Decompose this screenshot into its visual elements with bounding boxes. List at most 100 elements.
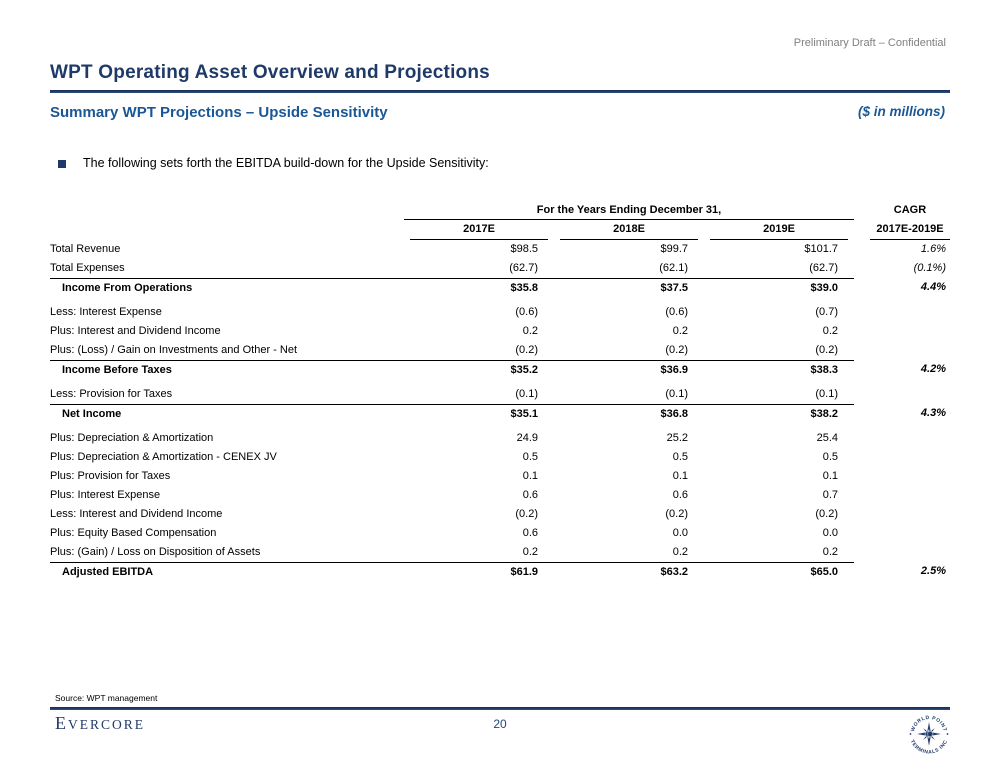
table-row: Less: Provision for Taxes (0.1) (0.1) (0… (50, 385, 950, 404)
row-label: Plus: Depreciation & Amortization (50, 432, 214, 444)
table-row: Total Revenue $98.5 $99.7 $101.7 1.6% (50, 240, 950, 259)
table-row: Plus: Equity Based Compensation 0.6 0.0 … (50, 524, 950, 543)
row-label: Less: Provision for Taxes (50, 388, 173, 400)
value-2017e: 0.2 (522, 325, 538, 337)
table-row: Plus: Interest Expense 0.6 0.6 0.7 (50, 486, 950, 505)
value-2019e: 0.5 (822, 451, 838, 463)
value-2018e: (62.1) (659, 262, 688, 274)
table-row: Income From Operations $35.8 $37.5 $39.0… (50, 278, 950, 297)
value-cagr (870, 505, 950, 524)
value-cagr: 1.6% (920, 243, 946, 255)
value-2018e: (0.2) (665, 508, 688, 520)
value-cagr (870, 341, 950, 360)
year-header-2018e: 2018E (554, 220, 704, 240)
column-spacer (854, 404, 870, 423)
years-group-header: For the Years Ending December 31, (404, 203, 854, 220)
value-cagr (870, 467, 950, 486)
row-label: Less: Interest and Dividend Income (50, 508, 223, 520)
column-spacer (854, 259, 870, 278)
column-spacer (854, 562, 870, 581)
value-2017e: $35.1 (404, 404, 554, 423)
value-2017e: 0.6 (522, 489, 538, 501)
table-row: Less: Interest and Dividend Income (0.2)… (50, 505, 950, 524)
value-2018e: 0.5 (672, 451, 688, 463)
value-2017e: 0.5 (522, 451, 538, 463)
table-row: Plus: Depreciation & Amortization 24.9 2… (50, 429, 950, 448)
table-row: Total Expenses (62.7) (62.1) (62.7) (0.1… (50, 259, 950, 278)
table-body: Total Revenue $98.5 $99.7 $101.7 1.6% To… (50, 240, 950, 581)
column-spacer (854, 448, 870, 467)
column-spacer (854, 467, 870, 486)
value-cagr: (0.1%) (913, 262, 946, 274)
value-2017e: 24.9 (516, 432, 538, 444)
value-2019e: (0.2) (815, 344, 838, 356)
value-2017e: (0.2) (515, 344, 538, 356)
table-row: Plus: Provision for Taxes 0.1 0.1 0.1 (50, 467, 950, 486)
table-row: Less: Interest Expense (0.6) (0.6) (0.7) (50, 303, 950, 322)
table-header-group-row: For the Years Ending December 31, CAGR (50, 203, 950, 220)
table-row: Income Before Taxes $35.2 $36.9 $38.3 4.… (50, 360, 950, 379)
column-spacer (854, 360, 870, 379)
row-label: Plus: Interest and Dividend Income (50, 325, 221, 337)
value-cagr: 4.4% (920, 281, 946, 293)
value-2018e: (0.2) (665, 344, 688, 356)
value-cagr (870, 303, 950, 322)
table-row: Net Income $35.1 $36.8 $38.2 4.3% (50, 404, 950, 423)
year-header-2017e: 2017E (404, 220, 554, 240)
column-spacer (854, 385, 870, 404)
value-2019e: 0.2 (822, 325, 838, 337)
column-spacer (854, 524, 870, 543)
table-row: Plus: (Gain) / Loss on Disposition of As… (50, 543, 950, 562)
value-2019e: 0.2 (822, 546, 838, 558)
bullet-square-icon (58, 160, 66, 168)
value-2019e: (0.2) (815, 508, 838, 520)
bullet-row: The following sets forth the EBITDA buil… (58, 156, 489, 170)
value-2018e: 0.2 (672, 546, 688, 558)
value-2019e: $38.3 (704, 360, 854, 379)
row-label: Adjusted EBITDA (50, 562, 404, 581)
row-label: Plus: Provision for Taxes (50, 470, 171, 482)
value-2018e: 0.0 (672, 527, 688, 539)
projections-table: For the Years Ending December 31, CAGR 2… (50, 203, 950, 581)
page-title: WPT Operating Asset Overview and Project… (50, 62, 490, 83)
value-2019e: $39.0 (704, 278, 854, 297)
value-2018e: $37.5 (554, 278, 704, 297)
value-cagr (870, 322, 950, 341)
value-2017e: $35.8 (404, 278, 554, 297)
table-row: Plus: (Loss) / Gain on Investments and O… (50, 341, 950, 360)
column-spacer (854, 240, 870, 259)
world-point-terminals-seal-icon: WORLD POINT TERMINALS INC (909, 715, 949, 756)
cagr-header: CAGR (893, 204, 927, 216)
units-note: ($ in millions) (857, 104, 945, 119)
cagr-range-header: 2017E-2019E (870, 220, 950, 240)
column-spacer (854, 505, 870, 524)
value-2019e: 0.0 (822, 527, 838, 539)
column-spacer (854, 486, 870, 505)
value-cagr: 4.2% (920, 363, 946, 375)
value-2018e: $36.8 (554, 404, 704, 423)
table-row: Plus: Interest and Dividend Income 0.2 0… (50, 322, 950, 341)
value-2019e: 25.4 (816, 432, 838, 444)
confidentiality-watermark: Preliminary Draft – Confidential (793, 37, 946, 49)
column-spacer (854, 341, 870, 360)
table-header-year-row: 2017E 2018E 2019E 2017E-2019E (50, 220, 950, 240)
column-spacer (854, 278, 870, 297)
value-cagr: 2.5% (920, 565, 946, 577)
value-2017e: (0.2) (515, 508, 538, 520)
row-label: Plus: (Loss) / Gain on Investments and O… (50, 344, 297, 356)
row-label: Plus: Interest Expense (50, 489, 161, 501)
table-row: Adjusted EBITDA $61.9 $63.2 $65.0 2.5% (50, 562, 950, 581)
value-cagr: 4.3% (920, 407, 946, 419)
row-label: Income Before Taxes (50, 360, 404, 379)
year-header-2019e: 2019E (704, 220, 854, 240)
value-cagr (870, 385, 950, 404)
value-cagr (870, 429, 950, 448)
value-cagr (870, 524, 950, 543)
value-2018e: 25.2 (666, 432, 688, 444)
value-2017e: $98.5 (510, 243, 538, 255)
column-spacer (854, 303, 870, 322)
value-2019e: $65.0 (704, 562, 854, 581)
value-2018e: $63.2 (554, 562, 704, 581)
value-2019e: $38.2 (704, 404, 854, 423)
